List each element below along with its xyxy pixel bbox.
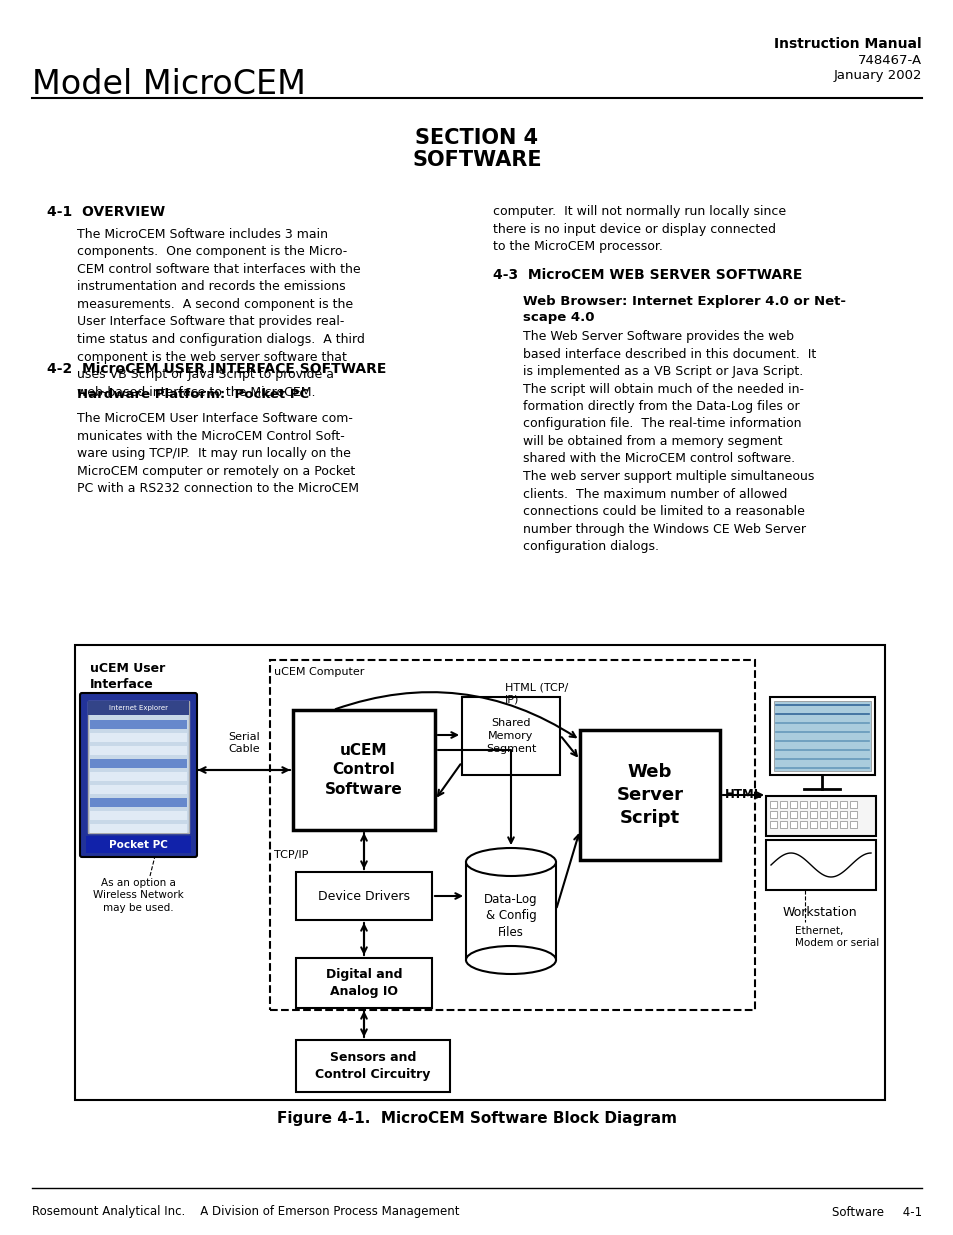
FancyBboxPatch shape [840, 811, 846, 818]
FancyBboxPatch shape [88, 701, 189, 832]
FancyBboxPatch shape [88, 701, 189, 715]
FancyBboxPatch shape [765, 797, 875, 836]
FancyBboxPatch shape [90, 811, 187, 820]
Text: uCEM User
Interface: uCEM User Interface [90, 662, 165, 692]
Text: 4-1  OVERVIEW: 4-1 OVERVIEW [47, 205, 165, 219]
Text: Internet Explorer: Internet Explorer [109, 705, 168, 711]
FancyBboxPatch shape [90, 785, 187, 794]
Text: Hardware Platform:  Pocket PC: Hardware Platform: Pocket PC [77, 388, 309, 401]
Text: HTML (TCP/
IP): HTML (TCP/ IP) [504, 683, 568, 705]
FancyBboxPatch shape [90, 720, 187, 729]
Text: 4-3  MicroCEM WEB SERVER SOFTWARE: 4-3 MicroCEM WEB SERVER SOFTWARE [493, 268, 801, 282]
FancyBboxPatch shape [840, 802, 846, 808]
Text: Figure 4-1.  MicroCEM Software Block Diagram: Figure 4-1. MicroCEM Software Block Diag… [276, 1110, 677, 1125]
Text: uCEM Computer: uCEM Computer [274, 667, 364, 677]
FancyBboxPatch shape [90, 824, 187, 832]
FancyBboxPatch shape [849, 811, 856, 818]
FancyBboxPatch shape [809, 811, 816, 818]
FancyBboxPatch shape [773, 701, 870, 771]
Text: The MicroCEM User Interface Software com-
municates with the MicroCEM Control So: The MicroCEM User Interface Software com… [77, 412, 358, 495]
Text: HTML: HTML [724, 788, 761, 802]
Text: Pocket PC: Pocket PC [109, 840, 168, 850]
Text: The Web Server Software provides the web
based interface described in this docum: The Web Server Software provides the web… [522, 330, 816, 553]
FancyBboxPatch shape [820, 802, 826, 808]
Text: January 2002: January 2002 [833, 69, 921, 83]
Text: Model MicroCEM: Model MicroCEM [32, 68, 306, 101]
Text: Web
Server
Script: Web Server Script [616, 763, 682, 827]
FancyBboxPatch shape [829, 802, 836, 808]
FancyBboxPatch shape [800, 802, 806, 808]
Ellipse shape [465, 848, 556, 876]
FancyBboxPatch shape [840, 821, 846, 827]
Text: Data-Log
& Config
Files: Data-Log & Config Files [484, 893, 537, 939]
Text: computer.  It will not normally run locally since
there is no input device or di: computer. It will not normally run local… [493, 205, 785, 253]
Text: Shared
Memory
Segment: Shared Memory Segment [485, 719, 536, 753]
FancyBboxPatch shape [769, 802, 776, 808]
Text: Device Drivers: Device Drivers [317, 889, 410, 903]
FancyBboxPatch shape [829, 811, 836, 818]
Text: Web Browser: Internet Explorer 4.0 or Net-
scape 4.0: Web Browser: Internet Explorer 4.0 or Ne… [522, 295, 845, 325]
Text: Instruction Manual: Instruction Manual [774, 37, 921, 51]
FancyBboxPatch shape [90, 772, 187, 781]
FancyBboxPatch shape [809, 821, 816, 827]
FancyBboxPatch shape [86, 836, 191, 853]
FancyBboxPatch shape [820, 821, 826, 827]
FancyBboxPatch shape [90, 760, 187, 768]
FancyBboxPatch shape [789, 802, 796, 808]
FancyBboxPatch shape [80, 693, 196, 857]
FancyBboxPatch shape [780, 811, 786, 818]
FancyBboxPatch shape [461, 697, 559, 776]
FancyBboxPatch shape [90, 746, 187, 755]
Text: As an option a
Wireless Network
may be used.: As an option a Wireless Network may be u… [92, 878, 183, 913]
FancyBboxPatch shape [90, 798, 187, 806]
FancyBboxPatch shape [769, 811, 776, 818]
FancyBboxPatch shape [295, 1040, 450, 1092]
Text: Rosemount Analytical Inc.    A Division of Emerson Process Management: Rosemount Analytical Inc. A Division of … [32, 1205, 459, 1219]
FancyBboxPatch shape [829, 821, 836, 827]
Text: Workstation: Workstation [781, 906, 857, 919]
FancyBboxPatch shape [270, 659, 754, 1010]
FancyBboxPatch shape [820, 811, 826, 818]
Text: Serial
Cable: Serial Cable [228, 732, 259, 755]
Text: Software     4-1: Software 4-1 [831, 1205, 921, 1219]
FancyBboxPatch shape [465, 862, 556, 960]
FancyBboxPatch shape [295, 872, 432, 920]
Text: SECTION 4: SECTION 4 [415, 128, 538, 148]
FancyBboxPatch shape [780, 802, 786, 808]
FancyBboxPatch shape [769, 697, 874, 776]
Text: 748467-A: 748467-A [857, 53, 921, 67]
FancyBboxPatch shape [800, 821, 806, 827]
FancyBboxPatch shape [780, 821, 786, 827]
Text: Sensors and
Control Circuitry: Sensors and Control Circuitry [315, 1051, 430, 1081]
FancyBboxPatch shape [789, 821, 796, 827]
FancyBboxPatch shape [75, 645, 884, 1100]
Text: 4-2  MicroCEM USER INTERFACE SOFTWARE: 4-2 MicroCEM USER INTERFACE SOFTWARE [47, 362, 386, 375]
FancyBboxPatch shape [849, 821, 856, 827]
Text: SOFTWARE: SOFTWARE [412, 149, 541, 170]
Text: Ethernet,
Modem or serial: Ethernet, Modem or serial [794, 926, 879, 948]
FancyBboxPatch shape [293, 710, 435, 830]
FancyBboxPatch shape [579, 730, 720, 860]
FancyBboxPatch shape [800, 811, 806, 818]
FancyBboxPatch shape [849, 802, 856, 808]
FancyBboxPatch shape [789, 811, 796, 818]
Text: TCP/IP: TCP/IP [274, 850, 308, 860]
Text: uCEM
Control
Software: uCEM Control Software [325, 743, 402, 797]
FancyBboxPatch shape [769, 821, 776, 827]
FancyBboxPatch shape [295, 958, 432, 1008]
Text: Digital and
Analog IO: Digital and Analog IO [325, 968, 402, 998]
FancyBboxPatch shape [90, 734, 187, 742]
FancyBboxPatch shape [765, 840, 875, 890]
Text: The MicroCEM Software includes 3 main
components.  One component is the Micro-
C: The MicroCEM Software includes 3 main co… [77, 228, 364, 399]
FancyBboxPatch shape [809, 802, 816, 808]
Ellipse shape [465, 946, 556, 974]
